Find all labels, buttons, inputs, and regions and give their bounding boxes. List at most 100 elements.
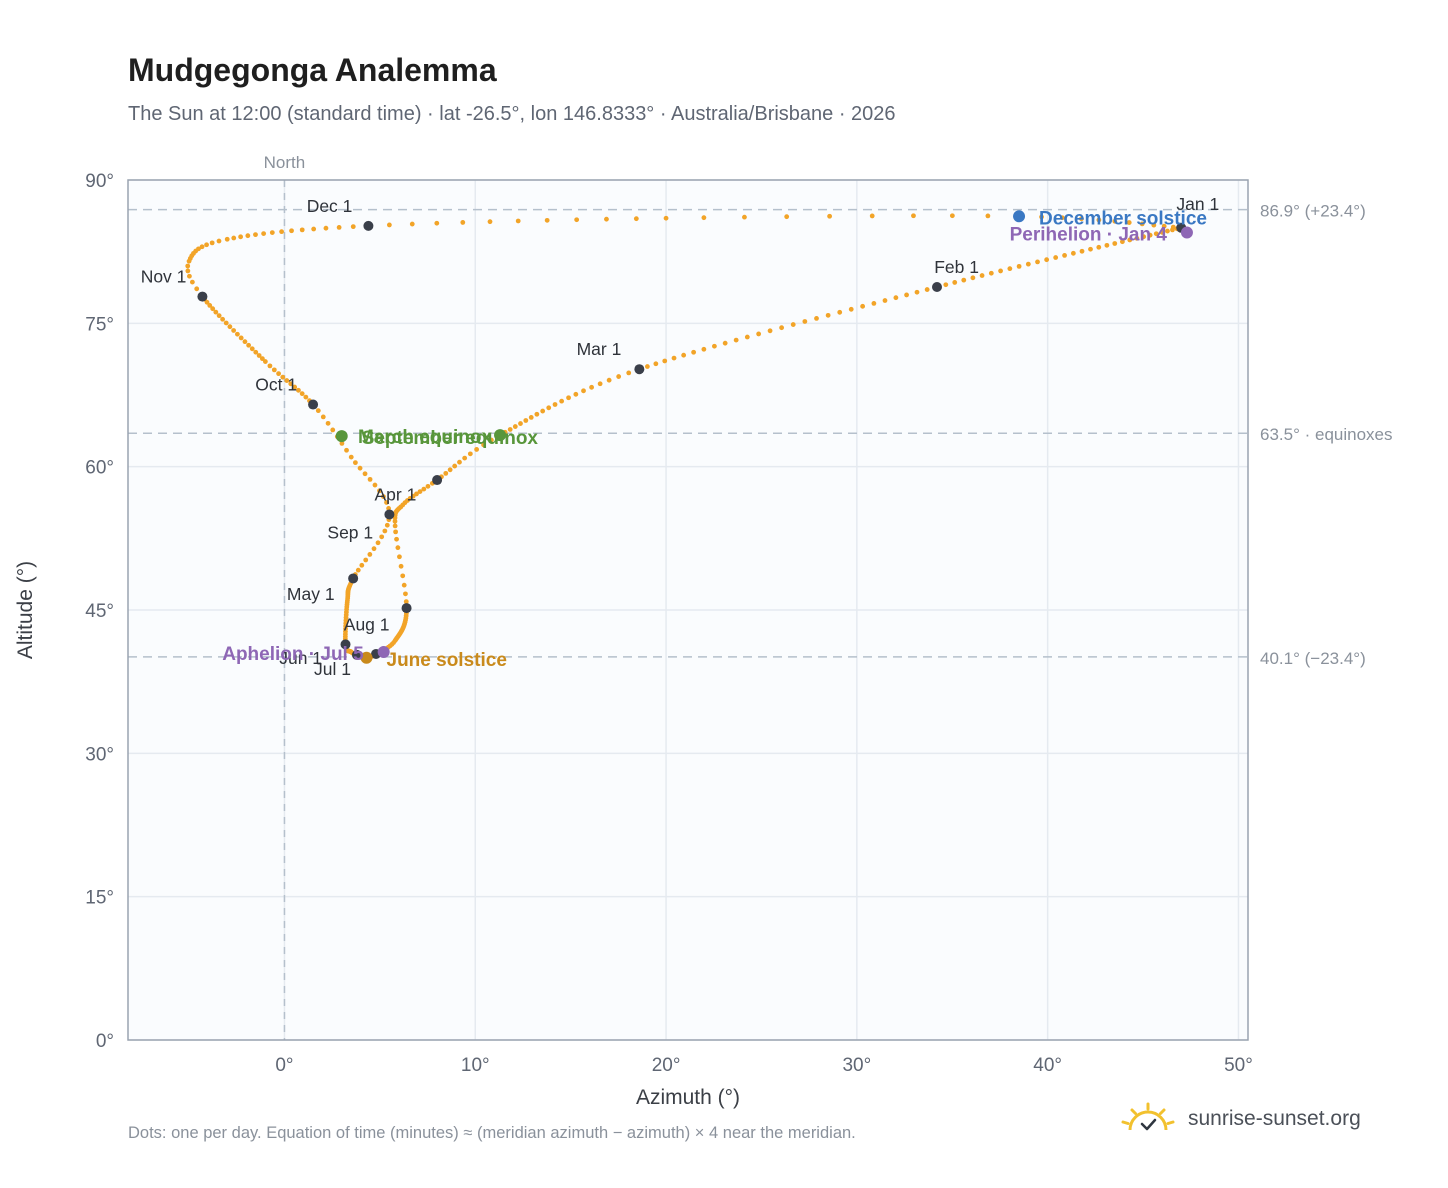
day-dot bbox=[409, 221, 415, 227]
month-marker bbox=[348, 573, 359, 584]
day-dot bbox=[540, 408, 546, 414]
day-dot bbox=[1016, 263, 1022, 269]
day-dot bbox=[767, 328, 773, 334]
day-dot bbox=[1159, 229, 1165, 235]
day-dot bbox=[998, 268, 1003, 274]
day-dot bbox=[970, 275, 976, 281]
day-dot bbox=[377, 488, 382, 494]
chart-title: Mudgegonga Analemma bbox=[128, 52, 497, 88]
meridian-label: North bbox=[264, 153, 306, 172]
event-marker bbox=[360, 651, 373, 664]
day-dot bbox=[534, 411, 540, 417]
day-dot bbox=[633, 216, 639, 222]
day-dot bbox=[386, 222, 392, 228]
day-dot bbox=[1112, 241, 1118, 246]
day-dot bbox=[379, 534, 385, 540]
day-dot bbox=[827, 213, 833, 219]
day-dot bbox=[216, 238, 222, 244]
day-dot bbox=[581, 388, 586, 394]
day-dot bbox=[392, 523, 398, 529]
brand[interactable]: sunrise-sunset.org bbox=[1120, 1102, 1361, 1136]
day-dot bbox=[196, 246, 201, 252]
day-dot bbox=[604, 216, 609, 222]
day-dot bbox=[394, 536, 399, 542]
day-dot bbox=[381, 494, 386, 500]
day-dot bbox=[199, 244, 205, 250]
day-dot bbox=[988, 270, 994, 276]
month-label: May 1 bbox=[287, 584, 335, 604]
day-dot bbox=[457, 459, 462, 465]
day-dot bbox=[242, 339, 248, 345]
month-label: Apr 1 bbox=[374, 484, 416, 504]
month-label: Jun 1 bbox=[279, 648, 322, 668]
day-dot bbox=[481, 442, 486, 448]
day-dot bbox=[292, 384, 298, 390]
day-dot bbox=[1161, 223, 1167, 229]
day-dot bbox=[1112, 218, 1118, 224]
day-dot bbox=[220, 316, 226, 322]
day-dot bbox=[462, 455, 468, 461]
y-axis-label: Altitude (°) bbox=[14, 561, 37, 659]
day-dot bbox=[392, 518, 398, 524]
day-dot bbox=[573, 391, 579, 397]
day-dot bbox=[393, 529, 398, 535]
day-dot bbox=[681, 352, 687, 358]
day-dot bbox=[460, 220, 466, 225]
day-dot bbox=[985, 213, 991, 219]
day-dot bbox=[231, 328, 237, 333]
month-marker bbox=[401, 603, 412, 614]
y-tick-label: 45° bbox=[85, 601, 114, 622]
day-dot bbox=[185, 268, 191, 274]
day-dot bbox=[914, 289, 920, 295]
day-dot bbox=[722, 340, 728, 346]
day-dot bbox=[552, 402, 558, 407]
month-label: Mar 1 bbox=[577, 339, 622, 359]
brand-name: sunrise-sunset.org bbox=[1188, 1107, 1361, 1130]
day-dot bbox=[474, 447, 480, 452]
reference-label: 86.9° (+23.4°) bbox=[1260, 202, 1366, 221]
day-dot bbox=[315, 408, 321, 414]
day-dot bbox=[336, 225, 342, 230]
day-dot bbox=[344, 447, 349, 453]
day-dot bbox=[597, 381, 603, 387]
day-dot bbox=[348, 454, 354, 460]
day-dot bbox=[262, 359, 268, 364]
day-dot bbox=[363, 557, 369, 563]
day-dot bbox=[245, 233, 251, 239]
day-dot bbox=[372, 482, 378, 488]
day-dot bbox=[261, 231, 267, 236]
day-dot bbox=[742, 214, 747, 220]
month-label: Nov 1 bbox=[141, 267, 187, 287]
day-dot bbox=[330, 427, 336, 433]
day-dot bbox=[518, 421, 523, 426]
day-dot bbox=[663, 215, 669, 221]
day-dot bbox=[1039, 214, 1044, 220]
day-dot bbox=[259, 356, 265, 362]
day-dot bbox=[1119, 239, 1125, 245]
month-marker bbox=[351, 649, 362, 660]
month-marker bbox=[931, 282, 942, 293]
day-dot bbox=[1059, 215, 1065, 221]
event-marker bbox=[494, 429, 507, 442]
day-dot bbox=[339, 441, 345, 446]
day-dot bbox=[452, 463, 458, 469]
day-dot bbox=[311, 226, 317, 232]
day-dot bbox=[238, 335, 244, 341]
day-dot bbox=[1139, 221, 1145, 227]
day-dot bbox=[904, 292, 909, 298]
day-dot bbox=[325, 420, 331, 426]
day-dot bbox=[814, 316, 819, 321]
day-dot bbox=[350, 224, 356, 230]
day-dot bbox=[546, 405, 552, 411]
month-marker bbox=[384, 509, 395, 520]
day-dot bbox=[417, 489, 423, 495]
day-dot bbox=[246, 342, 252, 348]
day-dot bbox=[395, 545, 401, 551]
day-dot bbox=[367, 476, 373, 482]
day-dot bbox=[398, 563, 404, 569]
day-dot bbox=[194, 286, 200, 292]
day-dot bbox=[911, 213, 916, 219]
x-tick-label: 40° bbox=[1033, 1055, 1062, 1076]
day-dot bbox=[1147, 232, 1153, 238]
